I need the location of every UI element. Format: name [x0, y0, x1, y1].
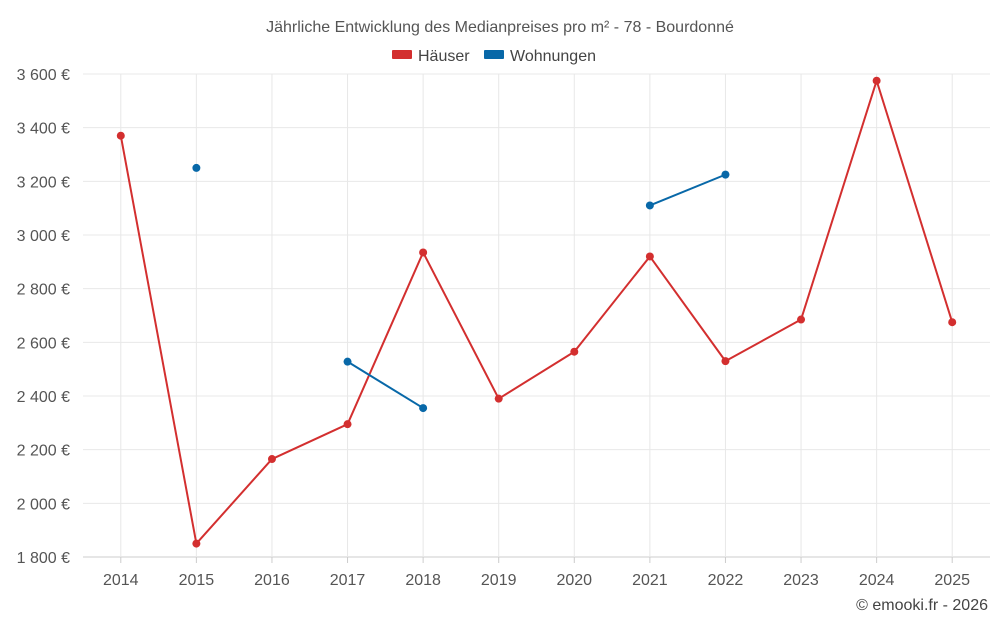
- y-tick-label: 2 600 €: [17, 335, 70, 352]
- series-0: [116, 76, 957, 548]
- x-tick-label: 2016: [254, 572, 290, 589]
- grid: [83, 73, 990, 563]
- legend-swatch: [392, 50, 412, 59]
- data-point[interactable]: [267, 455, 276, 464]
- series-line: [347, 360, 424, 409]
- x-tick-label: 2018: [405, 572, 441, 589]
- data-point[interactable]: [419, 248, 428, 257]
- legend-label: Häuser: [418, 48, 470, 65]
- x-tick-label: 2014: [103, 572, 139, 589]
- data-point[interactable]: [419, 404, 428, 413]
- data-point[interactable]: [797, 315, 806, 324]
- y-tick-label: 2 400 €: [17, 389, 70, 406]
- x-tick-label: 2015: [179, 572, 215, 589]
- data-point[interactable]: [721, 357, 730, 366]
- x-tick-label: 2017: [330, 572, 366, 589]
- series-line: [649, 173, 726, 207]
- x-tick-label: 2023: [783, 572, 819, 589]
- legend-item[interactable]: Wohnungen: [484, 48, 596, 65]
- series-1: [192, 163, 730, 413]
- data-point[interactable]: [494, 394, 503, 403]
- x-tick-label: 2020: [556, 572, 592, 589]
- legend-item[interactable]: Häuser: [392, 48, 470, 65]
- data-point[interactable]: [343, 357, 352, 366]
- data-point[interactable]: [948, 318, 957, 327]
- data-point[interactable]: [872, 76, 881, 85]
- y-tick-label: 3 200 €: [17, 174, 70, 191]
- y-tick-label: 1 800 €: [17, 550, 70, 567]
- data-point[interactable]: [645, 201, 654, 210]
- x-tick-label: 2024: [859, 572, 895, 589]
- legend-label: Wohnungen: [510, 48, 596, 65]
- y-tick-label: 2 800 €: [17, 282, 70, 299]
- data-point[interactable]: [570, 347, 579, 356]
- data-point[interactable]: [116, 131, 125, 140]
- y-tick-label: 3 000 €: [17, 228, 70, 245]
- x-axis-ticks: 2014 2015 2016 2017 2018 2019 2020 2021 2022 2023…: [103, 572, 970, 589]
- y-axis-ticks: 1 800 € 2 000 € 2 200 € 2 400 € 2 600 € 2 800…: [17, 67, 70, 567]
- y-tick-label: 3 600 €: [17, 67, 70, 84]
- x-tick-label: 2025: [934, 572, 970, 589]
- legend[interactable]: Häuser Wohnungen: [392, 48, 596, 65]
- credit-text: © emooki.fr - 2026: [856, 597, 988, 614]
- series-line: [119, 79, 954, 545]
- data-point[interactable]: [721, 170, 730, 179]
- data-point[interactable]: [343, 420, 352, 429]
- y-tick-label: 3 400 €: [17, 121, 70, 138]
- data-point[interactable]: [192, 163, 201, 172]
- y-tick-label: 2 200 €: [17, 443, 70, 460]
- data-point[interactable]: [645, 252, 654, 261]
- data-point[interactable]: [192, 539, 201, 548]
- chart-title: Jährliche Entwicklung des Medianpreises …: [266, 19, 734, 36]
- legend-swatch: [484, 50, 504, 59]
- x-tick-label: 2022: [708, 572, 744, 589]
- x-tick-label: 2019: [481, 572, 517, 589]
- series: [116, 76, 957, 548]
- x-tick-label: 2021: [632, 572, 668, 589]
- y-tick-label: 2 000 €: [17, 496, 70, 513]
